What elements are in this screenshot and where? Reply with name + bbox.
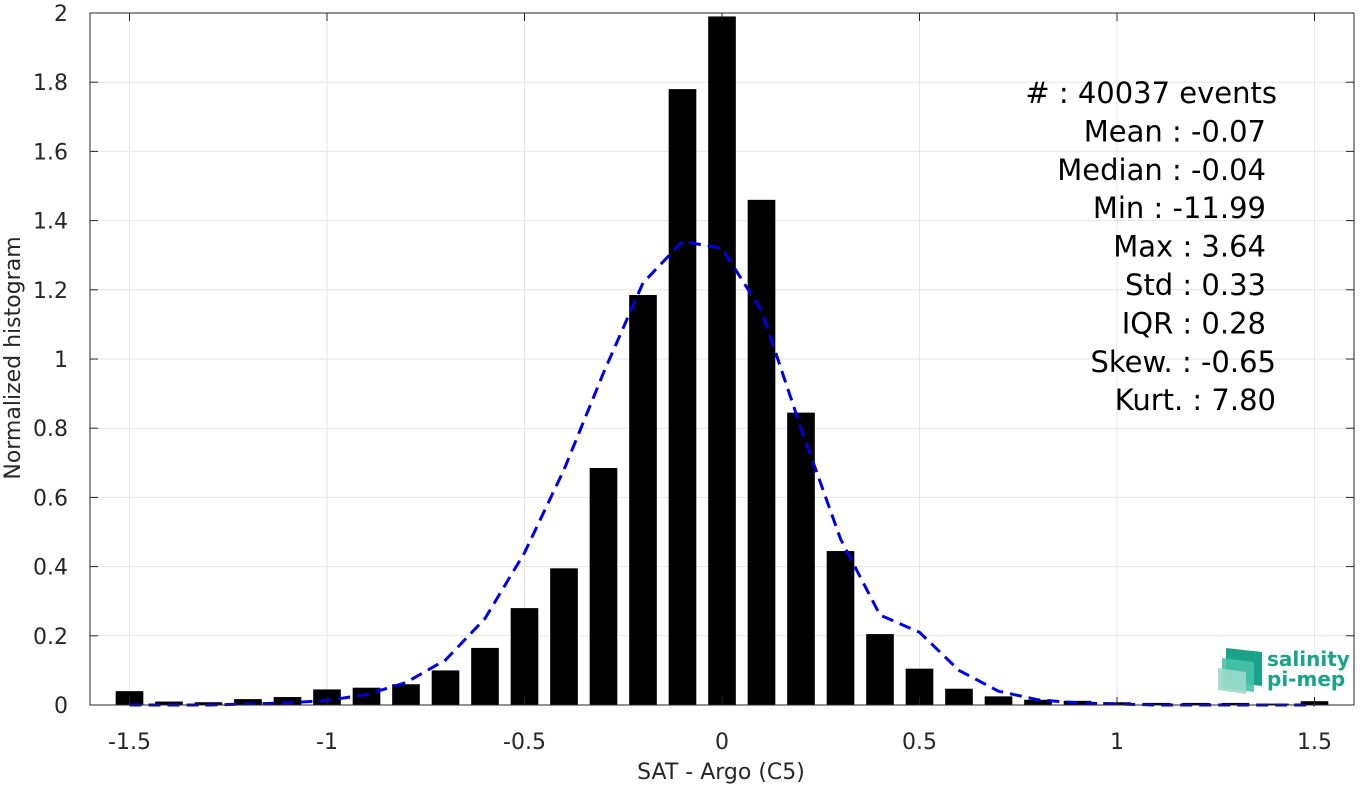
x-tick-label: -0.5: [503, 730, 546, 755]
histogram-bar: [273, 697, 302, 705]
y-tick-label: 1: [54, 348, 68, 373]
histogram-bar: [629, 294, 657, 705]
histogram-bar: [708, 16, 736, 705]
y-axis-label: Normalized histogram: [1, 236, 26, 479]
stat-line: IQR : 0.28: [1122, 306, 1266, 340]
histogram-bar: [945, 688, 973, 705]
histogram-bar: [668, 89, 697, 706]
stat-line: Mean : -0.07: [1084, 114, 1266, 148]
histogram-bar: [1221, 702, 1250, 705]
stat-line: # : 40037 events: [1025, 76, 1277, 110]
y-tick-label: 2: [54, 2, 68, 27]
x-tick-label: -1.5: [108, 730, 151, 755]
histogram-bar: [1142, 702, 1171, 705]
histogram-bar: [431, 670, 460, 705]
salinity-pi-mep-logo: salinity pi-mep: [1218, 647, 1350, 694]
histogram-bar: [866, 634, 894, 705]
y-tick-label: 0: [54, 694, 68, 719]
logo-line-2: pi-mep: [1267, 667, 1345, 691]
stat-line: Std : 0.33: [1125, 268, 1266, 302]
histogram-bar: [787, 412, 815, 705]
statistics-box: # : 40037 events Mean : -0.07 Median : -0.…: [1025, 76, 1277, 417]
histogram-bar: [1261, 703, 1289, 705]
histogram-bar: [352, 687, 381, 705]
stat-line: Max : 3.64: [1113, 230, 1266, 264]
histogram-bar: [747, 199, 776, 705]
x-tick-label: 0.5: [902, 730, 937, 755]
y-tick-label: 1.8: [33, 71, 68, 96]
y-axis-ticks: 0 0.2 0.4 0.6 0.8 1 1.2 1.4 1.6 1.8 2: [33, 2, 1354, 719]
logo-line-1: salinity: [1267, 647, 1350, 671]
histogram-bar: [155, 701, 183, 705]
y-tick-label: 1.4: [33, 210, 68, 235]
y-tick-label: 0.8: [33, 417, 68, 442]
y-tick-label: 1.2: [33, 279, 68, 304]
stat-line: Median : -0.04: [1057, 153, 1266, 187]
histogram-bar: [589, 467, 618, 705]
y-tick-label: 0.4: [33, 556, 68, 581]
histogram-bar: [1182, 702, 1210, 705]
logo-mark-icon: [1218, 648, 1262, 694]
x-tick-label: 1: [1110, 730, 1124, 755]
histogram-bar: [392, 684, 420, 705]
x-tick-label: -1: [316, 730, 338, 755]
x-axis-label: SAT - Argo (C5): [637, 760, 805, 785]
stat-line: Kurt. : 7.80: [1115, 383, 1276, 417]
x-tick-label: 0: [715, 730, 729, 755]
y-tick-label: 1.6: [33, 140, 68, 165]
stat-line: Skew. : -0.65: [1090, 345, 1276, 379]
bars: [115, 16, 1329, 706]
histogram-bar: [234, 699, 262, 705]
histogram-bar: [826, 551, 855, 705]
y-tick-label: 0.2: [33, 625, 68, 650]
histogram-bar: [550, 568, 578, 705]
y-tick-label: 0.6: [33, 486, 68, 511]
stat-line: Min : -11.99: [1093, 191, 1266, 225]
histogram-bar: [1024, 699, 1052, 705]
x-axis-ticks: -1.5 -1 -0.5 0 0.5 1 1.5: [108, 13, 1332, 755]
x-tick-label: 1.5: [1297, 730, 1332, 755]
histogram-bar: [984, 696, 1013, 705]
histogram-bar: [471, 647, 499, 705]
histogram-bar: [510, 608, 539, 705]
